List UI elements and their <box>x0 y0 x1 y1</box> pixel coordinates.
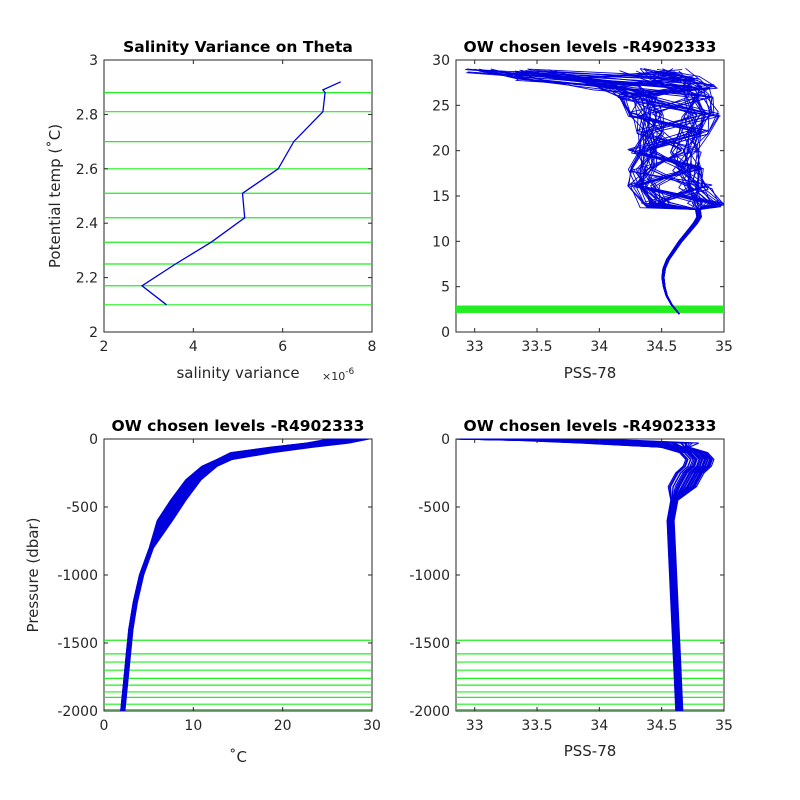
temperature-profile-line <box>123 438 361 712</box>
panel-3-x-ticks: 0 10 20 30 <box>100 439 381 734</box>
panel-2-x-ticks: 33 33.5 34 34.5 35 <box>466 60 733 355</box>
y-tick-label: -2000 <box>409 704 450 720</box>
panel-1-x-label: salinity variance <box>176 364 299 382</box>
y-tick-label: 30 <box>432 53 450 69</box>
panel-salinity-variance: 2 4 6 8 2 2.2 2.4 2.6 2.8 3 Salinity Variance on… <box>46 38 376 383</box>
x-tick-label: 34.5 <box>646 339 677 355</box>
temperature-profile-line <box>120 438 333 712</box>
y-tick-label: 25 <box>432 98 450 114</box>
panel-3-x-label: ˚C <box>229 748 247 766</box>
y-tick-label: -2000 <box>57 704 98 720</box>
y-tick-label: 2.2 <box>76 271 98 287</box>
y-tick-label: -1000 <box>409 568 450 584</box>
panel-2-title: OW chosen levels -R4902333 <box>464 38 717 56</box>
x-tick-label: 20 <box>274 718 292 734</box>
panel-1-axes-box <box>103 59 373 333</box>
y-tick-label: 5 <box>441 280 450 296</box>
x-tick-label: 10 <box>184 718 202 734</box>
panel-3-level-lines <box>104 639 372 711</box>
x-tick-label: 34.5 <box>646 718 677 734</box>
y-tick-label: 3 <box>89 53 98 69</box>
x-tick-label: 6 <box>278 339 287 355</box>
ts-profile-line <box>512 72 700 315</box>
x-tick-label: 4 <box>189 339 198 355</box>
salinity-profile-line <box>462 438 697 712</box>
panel-4-series <box>455 438 715 712</box>
panel-1-level-lines <box>104 92 372 306</box>
x-tick-label: 35 <box>715 718 733 734</box>
y-tick-label: 2.4 <box>76 216 98 232</box>
y-tick-label: 0 <box>441 432 450 448</box>
y-tick-label: 0 <box>89 432 98 448</box>
panel-salinity-pressure: 33 33.5 34 34.5 35 -2000 -1500 -1000 -500 0 OW c… <box>409 417 733 760</box>
y-tick-label: 10 <box>432 234 450 250</box>
panel-1-y-ticks: 2 2.2 2.4 2.6 2.8 3 <box>76 53 372 341</box>
panel-1-y-label: Potential temp (˚C) <box>46 124 64 268</box>
salinity-profile-line <box>497 438 706 712</box>
salinity-variance-line <box>140 81 341 306</box>
x-tick-label: 8 <box>368 339 377 355</box>
y-tick-label: -1000 <box>57 568 98 584</box>
panel-1-title: Salinity Variance on Theta <box>123 38 353 56</box>
panel-4-x-label: PSS-78 <box>564 742 617 760</box>
chosen-level-band <box>456 305 724 313</box>
x-tick-label: 33.5 <box>521 339 552 355</box>
panel-3-title: OW chosen levels -R4902333 <box>112 417 365 435</box>
x-tick-label: 2 <box>100 339 109 355</box>
salinity-profile-line <box>523 438 712 712</box>
y-tick-label: -500 <box>418 500 450 516</box>
panel-4-title: OW chosen levels -R4902333 <box>464 417 717 435</box>
panel-2-level-band <box>456 305 724 313</box>
panel-temperature-pressure: 0 10 20 30 -2000 -1500 -1000 -500 0 OW chosen l… <box>24 417 381 766</box>
x-tick-label: 34 <box>590 718 608 734</box>
x-tick-label: 33.5 <box>521 718 552 734</box>
y-tick-label: 2 <box>89 325 98 341</box>
panel-3-y-ticks: -2000 -1500 -1000 -500 0 <box>57 432 372 720</box>
x-tick-label: 34 <box>590 339 608 355</box>
ts-profile-line <box>490 69 698 315</box>
salinity-profile-line <box>455 438 688 712</box>
panel-4-x-ticks: 33 33.5 34 34.5 35 <box>466 439 733 734</box>
panel-theta-salinity: 33 33.5 34 34.5 35 0 5 10 15 20 25 30 OW chosen le… <box>432 38 733 382</box>
y-tick-label: 2.6 <box>76 162 98 178</box>
y-tick-label: -1500 <box>409 636 450 652</box>
panel-2-x-label: PSS-78 <box>564 364 617 382</box>
y-tick-label: 15 <box>432 189 450 205</box>
panel-2-y-ticks: 0 5 10 15 20 25 30 <box>432 53 724 341</box>
panel-1-x-exponent: ×10-6 <box>322 367 354 383</box>
y-tick-label: 0 <box>441 325 450 341</box>
salinity-profile-line <box>474 438 700 712</box>
y-tick-label: 20 <box>432 144 450 160</box>
panel-1-x-ticks: 2 4 6 8 <box>100 60 377 355</box>
x-tick-label: 30 <box>363 718 381 734</box>
panel-1-series <box>140 81 341 306</box>
x-tick-label: 0 <box>100 718 109 734</box>
x-tick-label: 33 <box>466 339 484 355</box>
panel-3-series <box>120 438 370 712</box>
temperature-profile-line <box>123 438 367 712</box>
ts-profile-line <box>520 70 718 315</box>
salinity-profile-line <box>455 438 694 712</box>
x-tick-label: 33 <box>466 718 484 734</box>
x-tick-label: 35 <box>715 339 733 355</box>
panel-3-y-label: Pressure (dbar) <box>24 518 42 633</box>
y-tick-label: 2.8 <box>76 107 98 123</box>
panel-2-series <box>465 67 725 315</box>
temperature-profile-line <box>121 438 347 712</box>
panel-4-y-ticks: -2000 -1500 -1000 -500 0 <box>409 432 724 720</box>
y-tick-label: -500 <box>66 500 98 516</box>
y-tick-label: -1500 <box>57 636 98 652</box>
